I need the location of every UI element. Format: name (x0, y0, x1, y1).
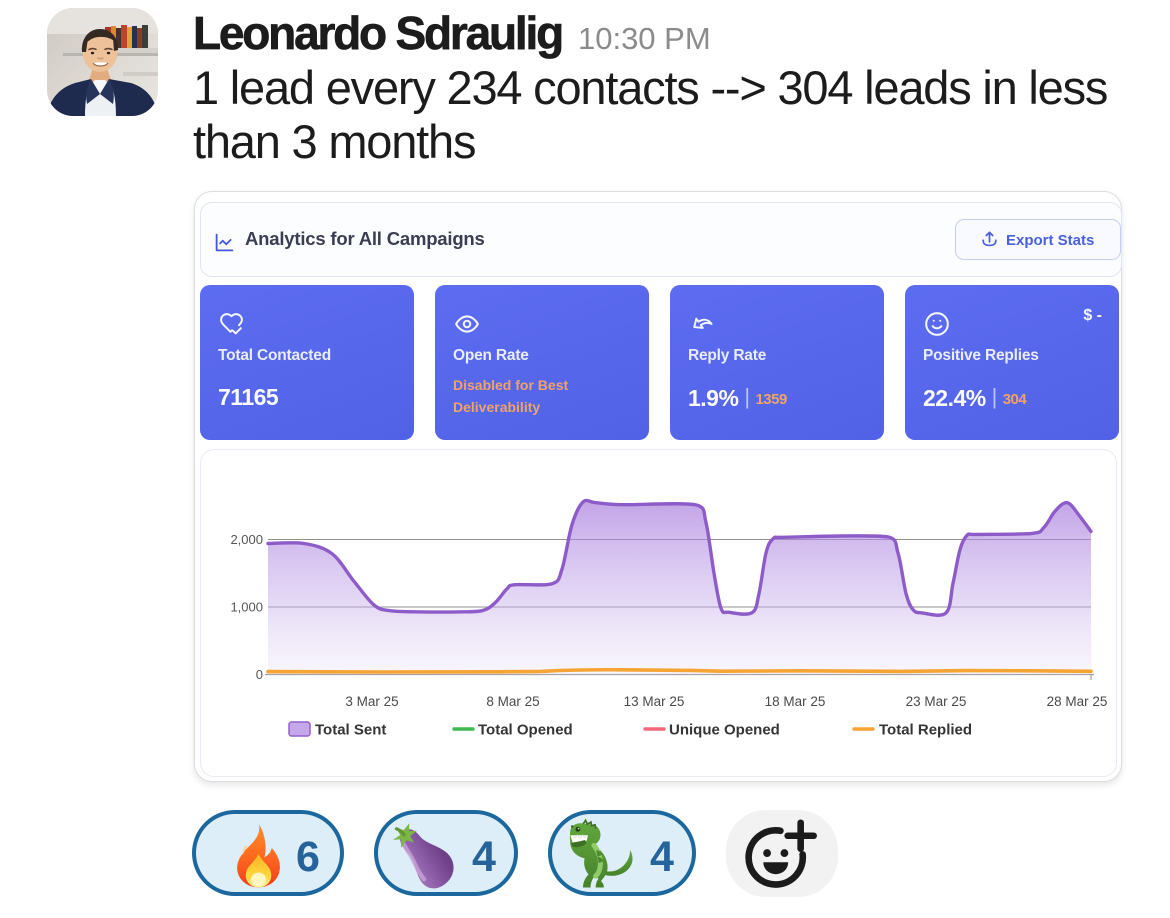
svg-text:23 Mar 25: 23 Mar 25 (906, 694, 967, 709)
svg-text:Total Sent: Total Sent (315, 722, 386, 739)
svg-text:Unique Opened: Unique Opened (669, 722, 780, 739)
svg-text:2,000: 2,000 (230, 532, 263, 547)
svg-text:Total Opened: Total Opened (478, 722, 573, 739)
svg-text:1,000: 1,000 (230, 600, 263, 615)
svg-text:3 Mar 25: 3 Mar 25 (345, 694, 398, 709)
svg-text:0: 0 (256, 667, 263, 682)
svg-text:8 Mar 25: 8 Mar 25 (486, 694, 539, 709)
svg-text:18 Mar 25: 18 Mar 25 (765, 694, 826, 709)
svg-text:Total Replied: Total Replied (879, 722, 972, 739)
svg-text:13 Mar 25: 13 Mar 25 (624, 694, 685, 709)
svg-text:28 Mar 25: 28 Mar 25 (1047, 694, 1108, 709)
